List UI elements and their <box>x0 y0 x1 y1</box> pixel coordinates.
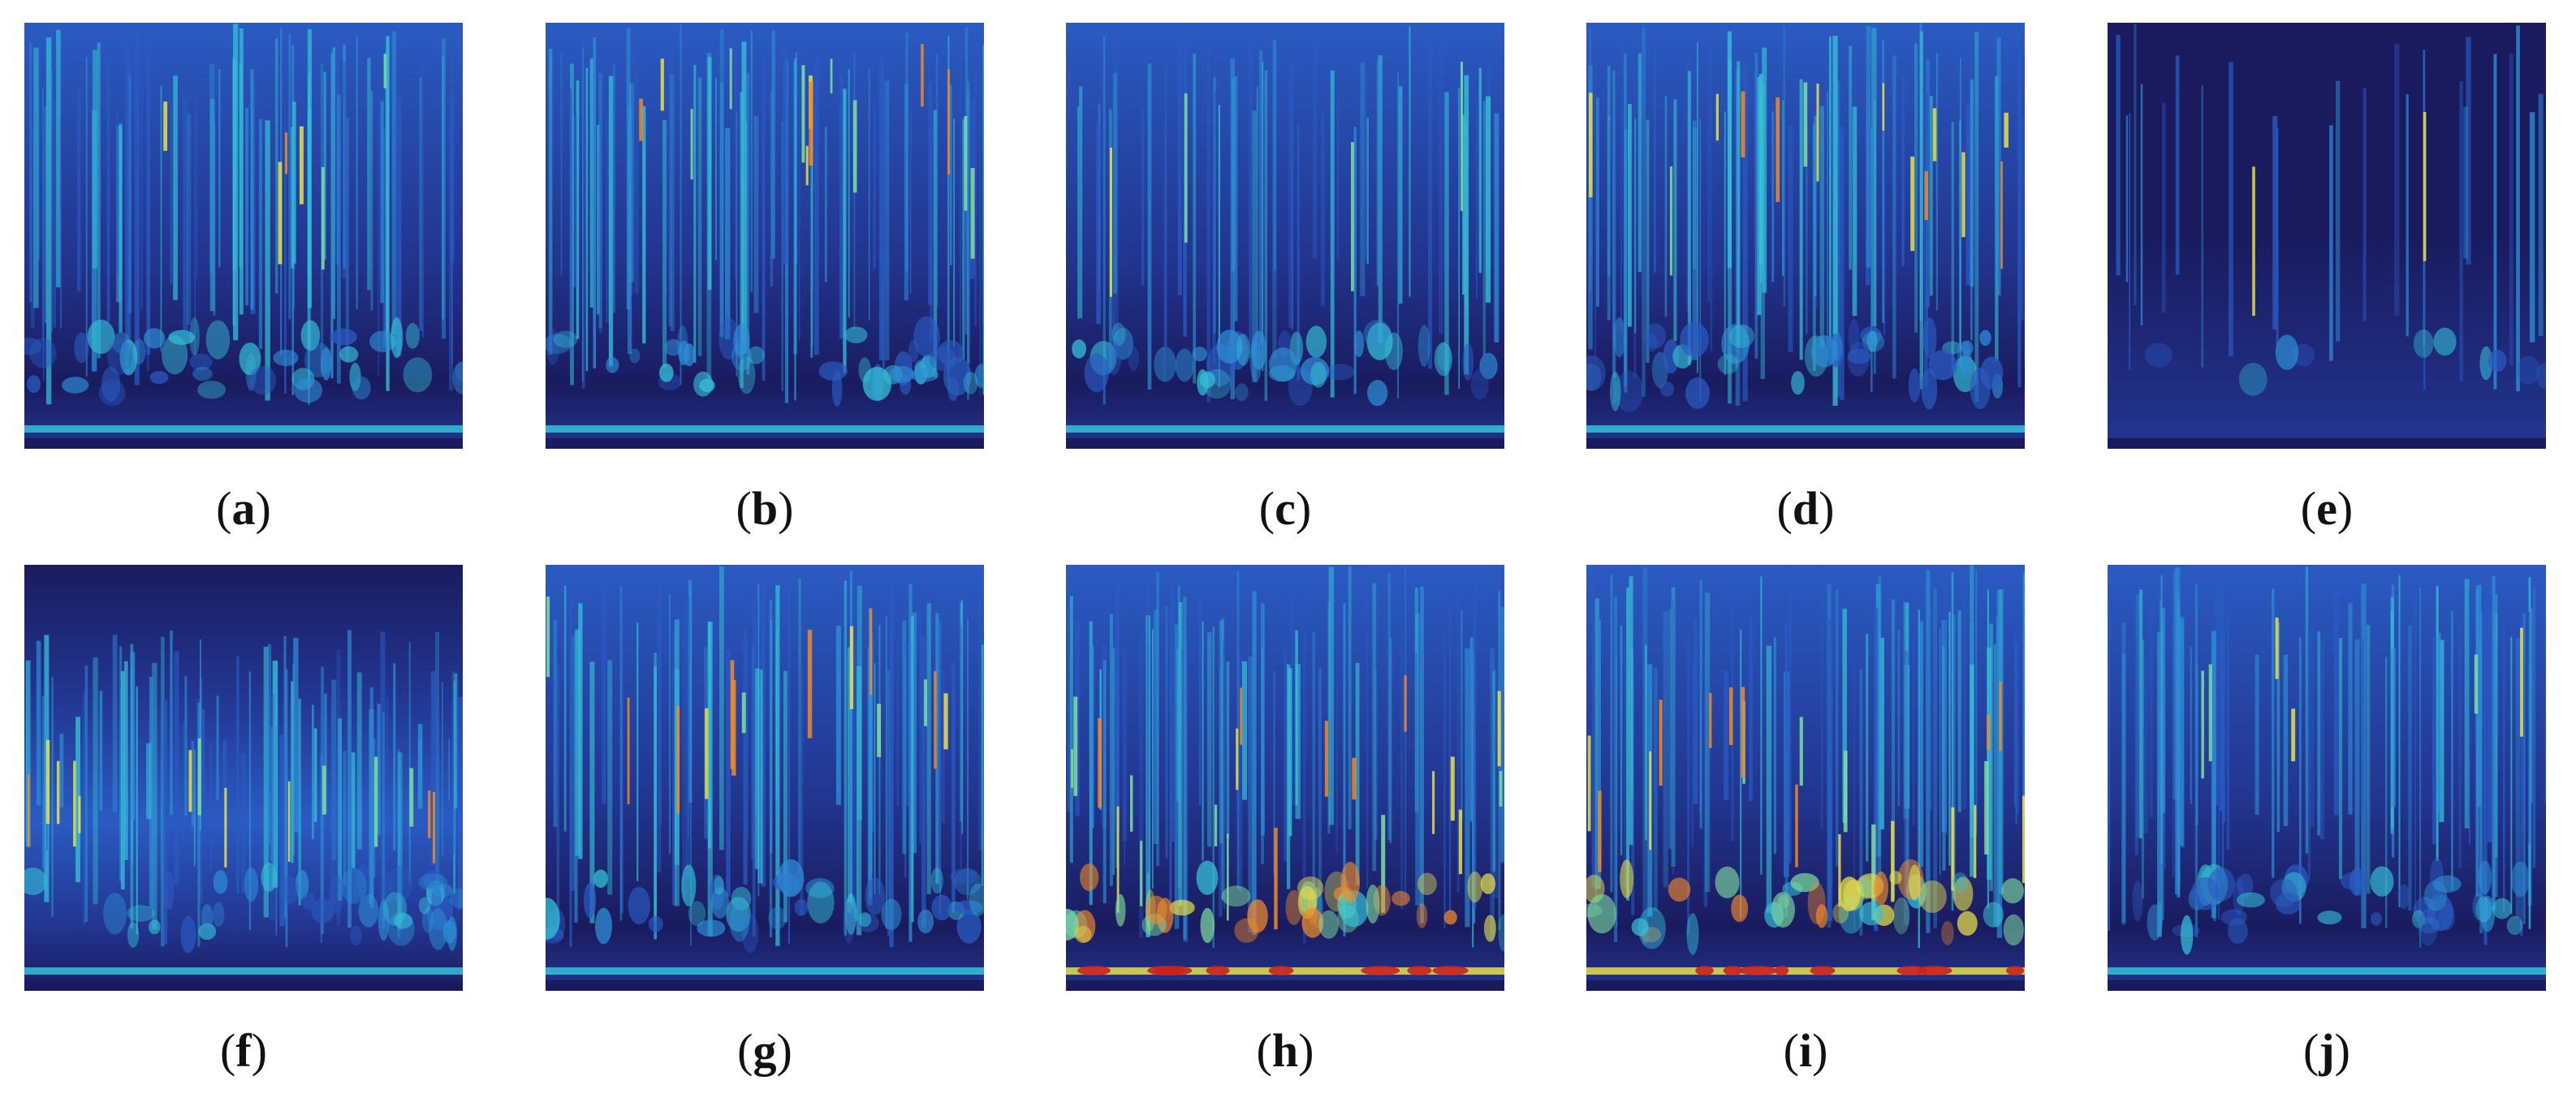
panel-label: d <box>1792 482 1819 535</box>
panel-label: a <box>231 482 256 535</box>
scalogram-streaks <box>2108 566 2546 991</box>
scalogram-image <box>1586 23 2025 449</box>
scalogram-streaks <box>24 23 463 449</box>
panel-label: g <box>753 1024 777 1077</box>
scalogram-streaks <box>1066 566 1504 991</box>
panel-caption: (a) <box>216 482 271 535</box>
panel-caption: (i) <box>1783 1024 1828 1077</box>
panel-label: f <box>235 1024 252 1077</box>
scalogram-streaks <box>2108 24 2546 449</box>
scalogram-image <box>2108 23 2546 449</box>
scalogram-image <box>1066 565 1504 991</box>
scalogram-streaks <box>24 630 463 991</box>
scalogram-streaks <box>1586 23 2025 449</box>
panel-label: b <box>751 482 779 535</box>
panel-caption: (e) <box>2300 482 2354 535</box>
figure-panel-h: (h) <box>1066 565 1504 1084</box>
scalogram-image <box>2108 565 2546 991</box>
panel-caption: (h) <box>1256 1024 1314 1077</box>
scalogram-streaks <box>546 24 984 449</box>
panel-label: c <box>1275 482 1296 535</box>
panel-caption: (c) <box>1258 482 1312 535</box>
panel-label: i <box>1798 1024 1813 1077</box>
panel-caption: (b) <box>736 482 794 535</box>
scalogram-image <box>24 565 463 991</box>
panel-label: h <box>1271 1024 1299 1077</box>
panel-label: e <box>2316 482 2337 535</box>
figure-panel-g: (g) <box>546 565 984 1084</box>
scalogram-image <box>1066 23 1504 449</box>
figure-panel-e: (e) <box>2108 23 2546 542</box>
panel-caption: (d) <box>1776 482 1835 535</box>
scalogram-streaks <box>1066 24 1504 449</box>
scalogram-streaks <box>1586 565 2025 991</box>
figure-panel-d: (d) <box>1586 23 2025 542</box>
figure-panel-a: (a) <box>24 23 463 542</box>
panel-caption: (f) <box>220 1024 267 1077</box>
panel-label: j <box>2319 1024 2335 1077</box>
panel-caption: (j) <box>2303 1024 2350 1077</box>
figure-panel-f: (f) <box>24 565 463 1084</box>
scalogram-image <box>546 565 984 991</box>
scalogram-image <box>546 23 984 449</box>
figure-panel-c: (c) <box>1066 23 1504 542</box>
figure-panel-b: (b) <box>546 23 984 542</box>
panel-caption: (g) <box>737 1024 792 1077</box>
figure-panel-i: (i) <box>1586 565 2025 1084</box>
scalogram-image <box>1586 565 2025 991</box>
scalogram-image <box>24 23 463 449</box>
figure-panel-j: (j) <box>2108 565 2546 1084</box>
scalogram-streaks <box>546 566 984 991</box>
